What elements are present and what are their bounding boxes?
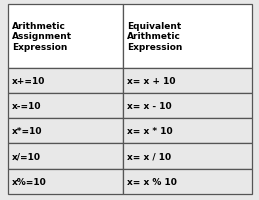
Bar bbox=[123, 5, 252, 68]
Bar bbox=[8, 93, 123, 119]
Text: x= x - 10: x= x - 10 bbox=[127, 102, 171, 111]
Bar bbox=[123, 144, 252, 169]
Bar bbox=[123, 169, 252, 194]
Text: x-=10: x-=10 bbox=[12, 102, 41, 111]
Bar bbox=[8, 144, 123, 169]
Bar bbox=[8, 169, 123, 194]
Bar bbox=[8, 5, 123, 68]
Bar bbox=[8, 119, 123, 144]
Text: Equivalent
Arithmetic
Expression: Equivalent Arithmetic Expression bbox=[127, 21, 182, 52]
Bar bbox=[123, 93, 252, 119]
Bar bbox=[8, 68, 123, 93]
Text: x= x / 10: x= x / 10 bbox=[127, 152, 171, 161]
Text: x= x % 10: x= x % 10 bbox=[127, 177, 177, 186]
Bar bbox=[123, 119, 252, 144]
Text: x= x * 10: x= x * 10 bbox=[127, 127, 172, 136]
Text: x= x + 10: x= x + 10 bbox=[127, 76, 175, 85]
Text: Arithmetic
Assignment
Expression: Arithmetic Assignment Expression bbox=[12, 21, 72, 52]
Text: x*=10: x*=10 bbox=[12, 127, 42, 136]
Text: x+=10: x+=10 bbox=[12, 76, 45, 85]
Text: x/=10: x/=10 bbox=[12, 152, 41, 161]
Text: x%=10: x%=10 bbox=[12, 177, 47, 186]
Bar bbox=[123, 68, 252, 93]
